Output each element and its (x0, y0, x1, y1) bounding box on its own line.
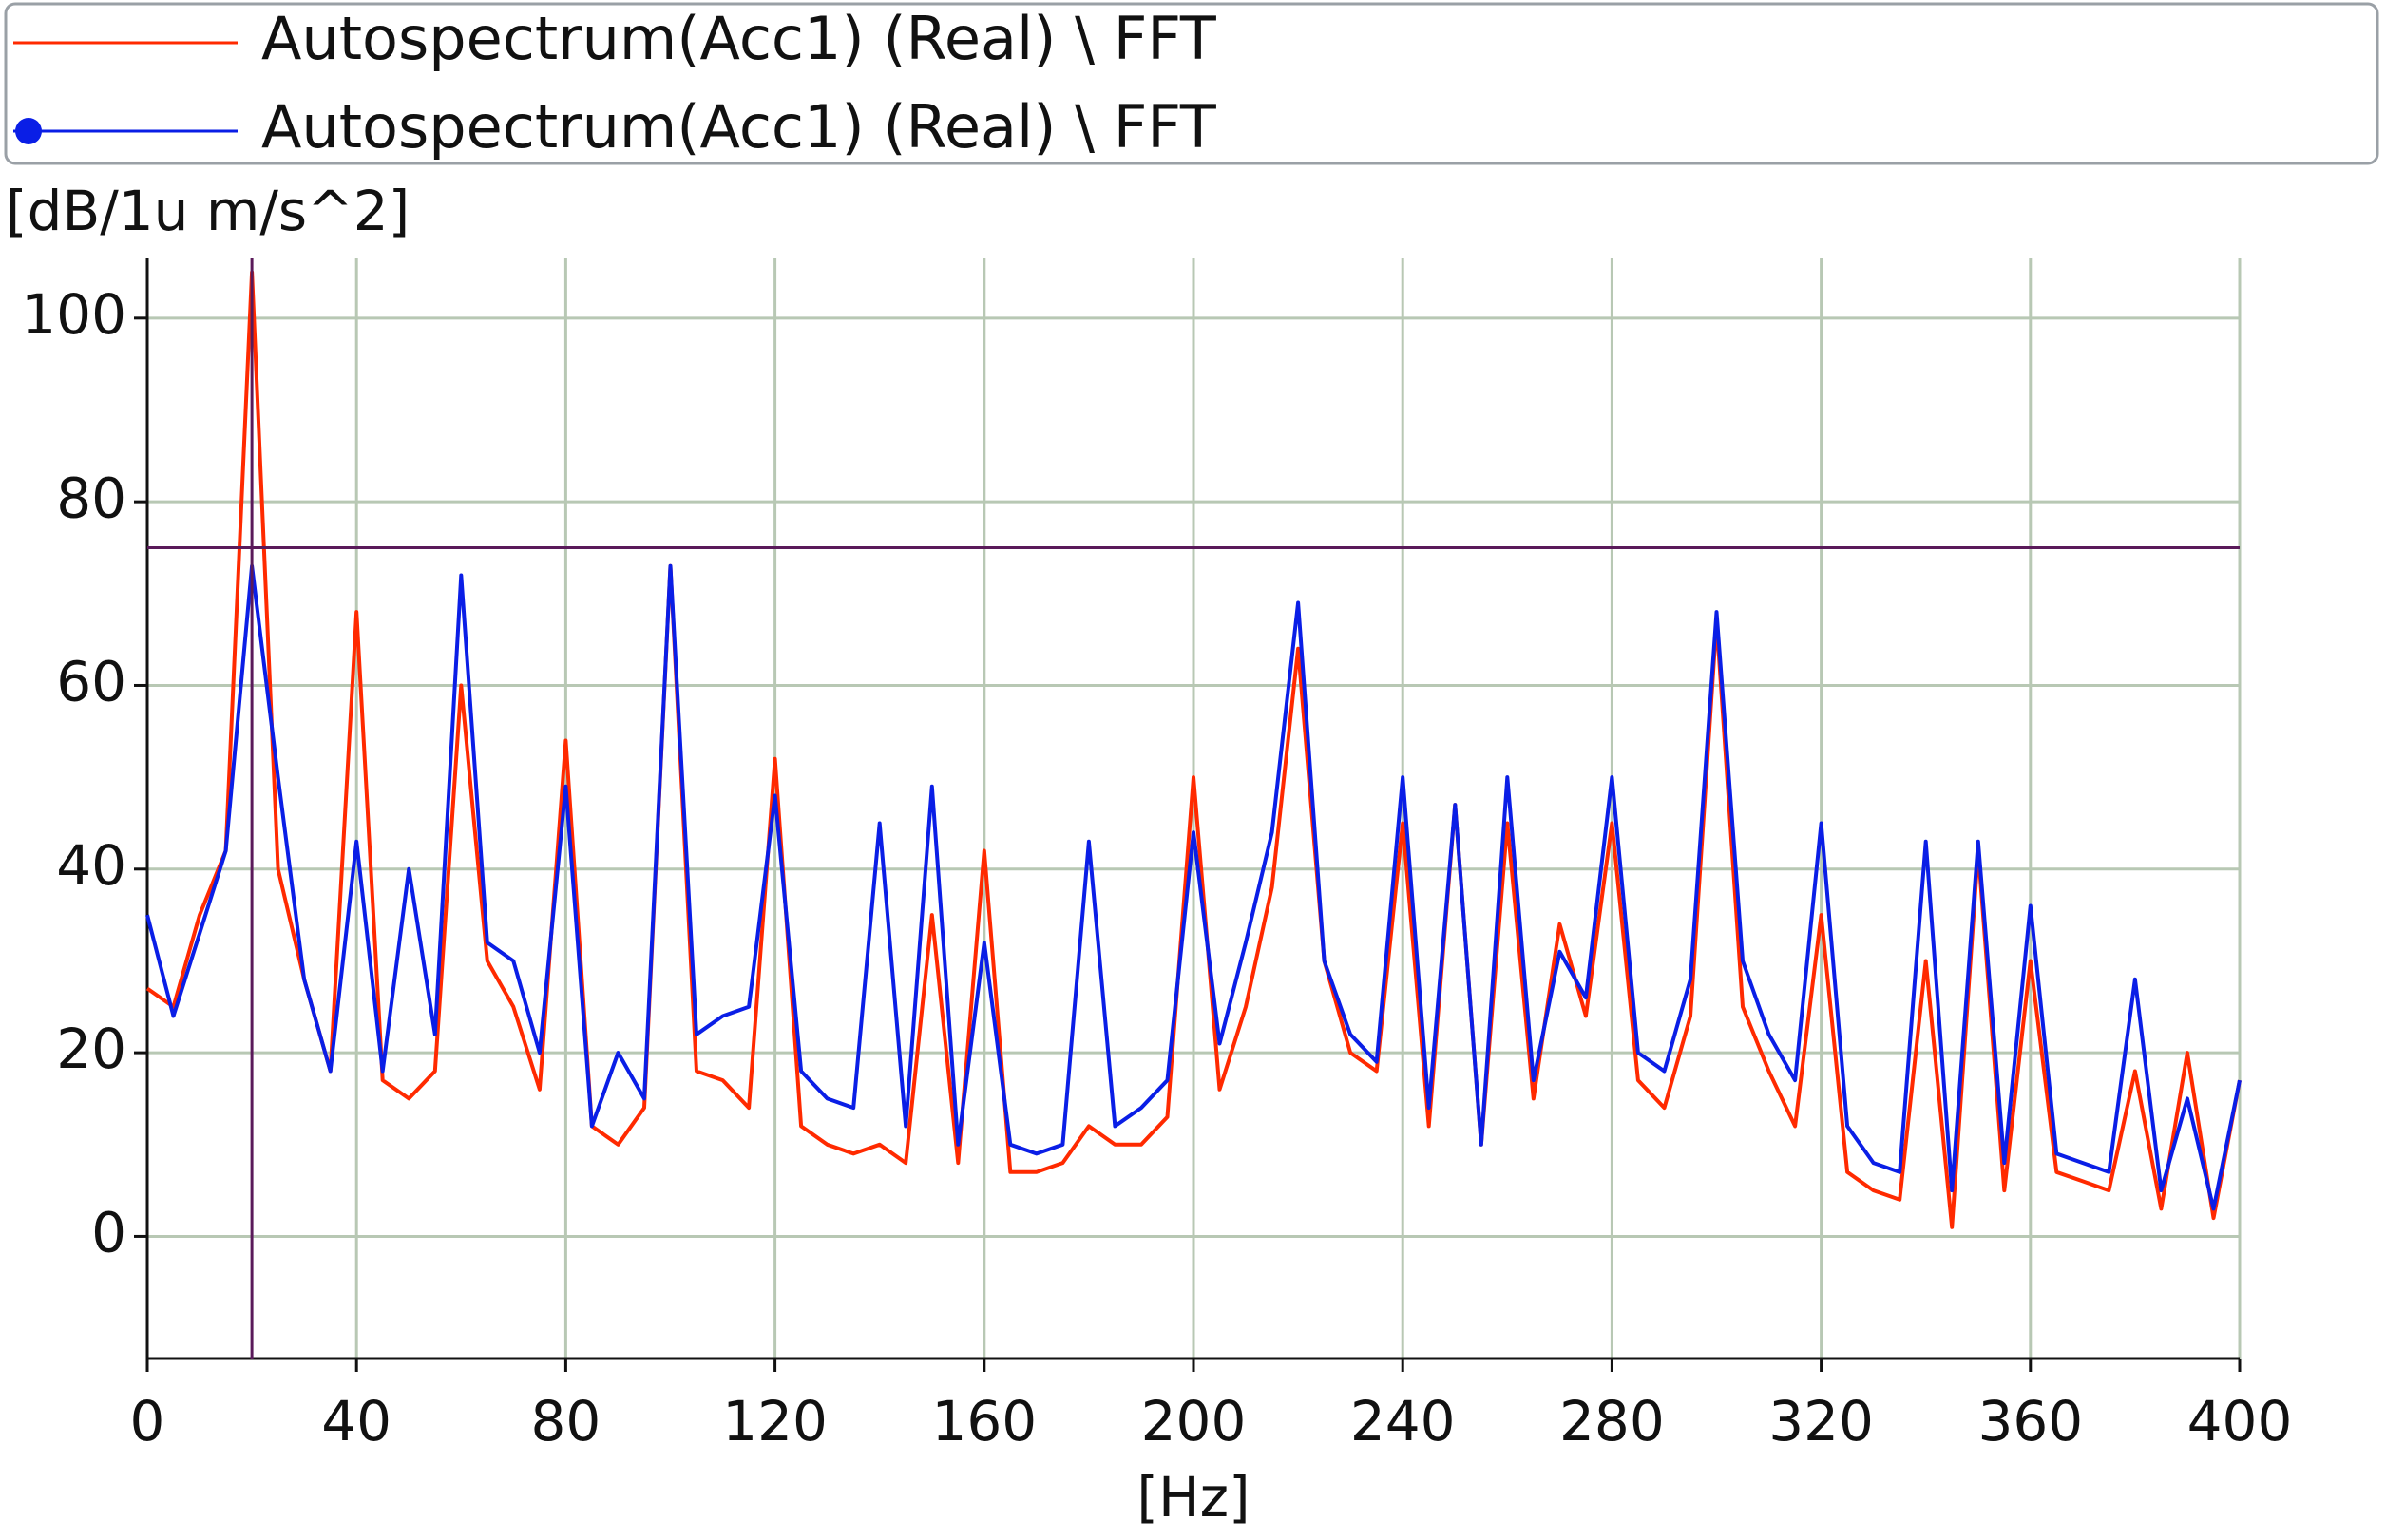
x-axis-label: [Hz] (1136, 1465, 1250, 1530)
x-tick-label: 40 (321, 1389, 391, 1454)
legend-marker (15, 118, 42, 144)
legend-label: Autospectrum(Acc1) (Real) \ FFT (261, 92, 1217, 162)
y-tick-label: 0 (91, 1201, 126, 1265)
legend-label: Autospectrum(Acc1) (Real) \ FFT (261, 4, 1217, 73)
x-tick-label: 120 (722, 1389, 828, 1454)
x-tick-label: 360 (1977, 1389, 2083, 1454)
series-line (145, 563, 2242, 1211)
y-tick-label: 20 (56, 1017, 126, 1081)
x-tick-label: 400 (2187, 1389, 2293, 1454)
x-tick-label: 240 (1350, 1389, 1456, 1454)
legend-box (4, 2, 2379, 165)
y-axis-label: [dB/1u m/s^2] (6, 179, 410, 243)
y-tick-label: 40 (56, 833, 126, 898)
x-tick-label: 320 (1768, 1389, 1874, 1454)
series-line (145, 270, 2242, 1229)
x-tick-label: 80 (530, 1389, 601, 1454)
y-tick-label: 60 (56, 650, 126, 714)
y-tick-label: 100 (21, 282, 126, 347)
x-tick-label: 280 (1559, 1389, 1665, 1454)
y-tick-label: 80 (56, 466, 126, 530)
x-tick-label: 160 (931, 1389, 1037, 1454)
x-tick-label: 200 (1141, 1389, 1247, 1454)
x-tick-label: 0 (130, 1389, 165, 1454)
